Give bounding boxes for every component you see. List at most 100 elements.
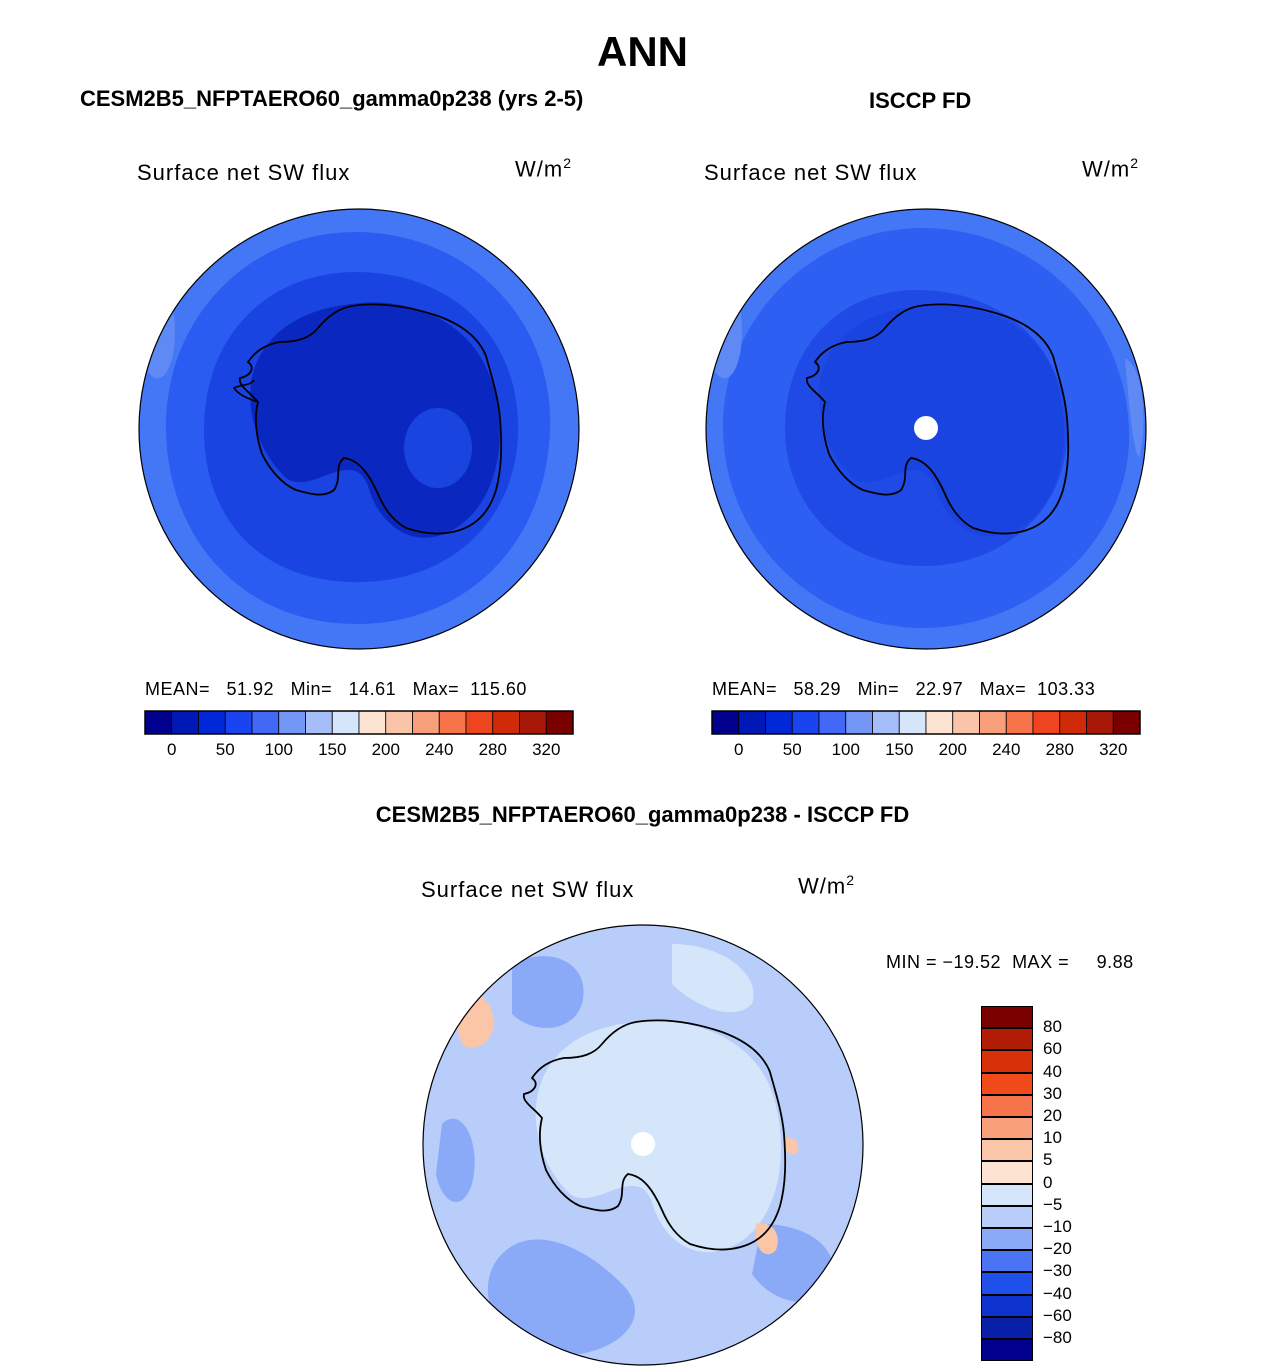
diff-colorbar-tick-label: −10 <box>1043 1217 1072 1236</box>
diff-colorbar-tick-label: 60 <box>1043 1039 1062 1059</box>
model-colorbar-tick-label: 200 <box>371 740 400 759</box>
obs-colorbar <box>711 710 1141 735</box>
diff-field-neg2 <box>512 956 584 1028</box>
model-coastline <box>238 303 503 535</box>
obs-colorbar-box <box>1059 710 1087 735</box>
diff-coastline <box>522 1019 787 1251</box>
obs-colorbar-tick-label: 50 <box>782 740 802 759</box>
diff-panel-title: CESM2B5_NFPTAERO60_gamma0p238 - ISCCP FD <box>375 802 910 827</box>
diff-colorbar-box <box>981 1294 1033 1317</box>
model-panel-title: CESM2B5_NFPTAERO60_gamma0p238 (yrs 2-5) <box>80 86 584 111</box>
obs-colorbar-tick-label: 240 <box>992 740 1021 759</box>
model-map-border <box>138 208 580 650</box>
diff-colorbar-tick-label: −30 <box>1043 1261 1072 1281</box>
obs-variable-label: Surface net SW flux <box>704 160 918 185</box>
obs-stats: MEAN= 58.29 Min= 22.97 Max= 103.33 <box>712 679 1096 699</box>
diff-field-neg1 <box>487 1239 635 1356</box>
obs-colorbar-box <box>1032 710 1061 735</box>
model-colorbar-box <box>198 710 226 735</box>
diff-colorbar-box <box>981 1117 1033 1140</box>
obs-colorbar-tick-label: 200 <box>938 740 967 759</box>
obs-colorbar-box <box>791 710 820 735</box>
obs-colorbar-box <box>1005 710 1034 735</box>
diff-field-near0b <box>672 944 754 1013</box>
obs-field-rightpatch <box>1125 358 1144 458</box>
obs-field-continent <box>818 304 1065 537</box>
obs-polar-map <box>705 208 1147 650</box>
model-colorbar-box <box>305 710 333 735</box>
model-colorbar-box <box>278 710 306 735</box>
diff-colorbar-box <box>981 1339 1033 1362</box>
obs-panel-title: ISCCP FD <box>869 88 972 113</box>
obs-colorbar-box <box>845 710 873 735</box>
obs-units-label: W/m2 <box>1082 155 1139 182</box>
model-colorbar-tick-label: 320 <box>532 740 561 759</box>
diff-colorbar-tick-label: −40 <box>1043 1283 1072 1303</box>
diff-colorbar-box <box>981 1094 1033 1117</box>
diff-colorbar-tick-label: −80 <box>1043 1328 1072 1347</box>
model-colorbar-box <box>465 710 494 735</box>
diff-colorbar-box <box>981 1139 1033 1162</box>
diff-colorbar-tick-label: 30 <box>1043 1083 1062 1103</box>
diff-units-label: W/m2 <box>798 872 855 899</box>
obs-colorbar-box <box>765 710 793 735</box>
diff-colorbar-tick-label: 40 <box>1043 1061 1062 1081</box>
model-colorbar-box <box>331 710 360 735</box>
model-colorbar-box <box>385 710 413 735</box>
obs-colorbar-box <box>952 710 980 735</box>
diff-colorbar-box <box>981 1228 1033 1251</box>
model-colorbar-box <box>144 710 173 735</box>
diff-colorbar-tick-label: 10 <box>1043 1128 1062 1148</box>
diff-colorbar-box <box>981 1183 1033 1206</box>
obs-colorbar-box <box>979 710 1007 735</box>
diff-colorbar-tick-label: 20 <box>1043 1106 1062 1125</box>
model-colorbar-tick-label: 50 <box>215 740 235 759</box>
diff-colorbar-tick-label: 5 <box>1043 1150 1053 1170</box>
diff-colorbar-box <box>981 1072 1033 1095</box>
diff-colorbar-tick-label: −60 <box>1043 1305 1072 1325</box>
diff-pole-missing <box>631 1132 655 1156</box>
obs-colorbar-box <box>898 710 927 735</box>
model-colorbar-tick-label: 150 <box>318 740 347 759</box>
diff-polar-map <box>422 924 864 1366</box>
model-colorbar-box <box>438 710 467 735</box>
diff-colorbar-box <box>981 1050 1033 1073</box>
figure-title: ANN <box>597 28 688 75</box>
model-colorbar-tick-label: 0 <box>167 740 177 759</box>
diff-field-near0 <box>535 1020 782 1253</box>
model-units-label: W/m2 <box>515 155 572 182</box>
diff-colorbar-box <box>981 1205 1033 1228</box>
obs-colorbar-box <box>872 710 900 735</box>
model-colorbar-box <box>224 710 253 735</box>
obs-colorbar-outline <box>711 710 1141 735</box>
diff-stats: MIN = −19.52 MAX = 9.88 <box>886 952 1134 972</box>
model-colorbar-box <box>412 710 440 735</box>
model-field-lowflux-patch <box>404 408 472 488</box>
diff-colorbar-tick-label: −5 <box>1043 1194 1063 1214</box>
model-colorbar-box <box>545 710 574 735</box>
diff-colorbar-box <box>981 1006 1033 1029</box>
model-polar-map <box>138 208 580 650</box>
model-colorbar-tick-label: 240 <box>425 740 454 759</box>
model-colorbar-tick-label: 100 <box>264 740 293 759</box>
obs-map-border <box>705 208 1147 650</box>
model-colorbar-box <box>251 710 280 735</box>
diff-field-pos3 <box>784 1137 799 1155</box>
diff-colorbar-box <box>981 1161 1033 1184</box>
diff-colorbar-box <box>981 1250 1033 1273</box>
diff-variable-label: Surface net SW flux <box>421 877 635 902</box>
diff-field-neg3 <box>436 1118 475 1203</box>
obs-colorbar-tick-label: 280 <box>1045 740 1074 759</box>
obs-colorbar-box <box>925 710 954 735</box>
obs-colorbar-box <box>818 710 847 735</box>
model-colorbar-box <box>492 710 520 735</box>
model-colorbar-tick-label: 280 <box>478 740 507 759</box>
model-colorbar <box>144 710 574 735</box>
obs-pole-missing <box>914 416 938 440</box>
model-variable-label: Surface net SW flux <box>137 160 351 185</box>
diff-colorbar-box <box>981 1272 1033 1295</box>
diff-colorbar-tick-label: −20 <box>1043 1239 1072 1259</box>
diff-colorbar-box <box>981 1316 1033 1339</box>
obs-colorbar-tick-label: 150 <box>885 740 914 759</box>
model-colorbar-box <box>519 710 547 735</box>
